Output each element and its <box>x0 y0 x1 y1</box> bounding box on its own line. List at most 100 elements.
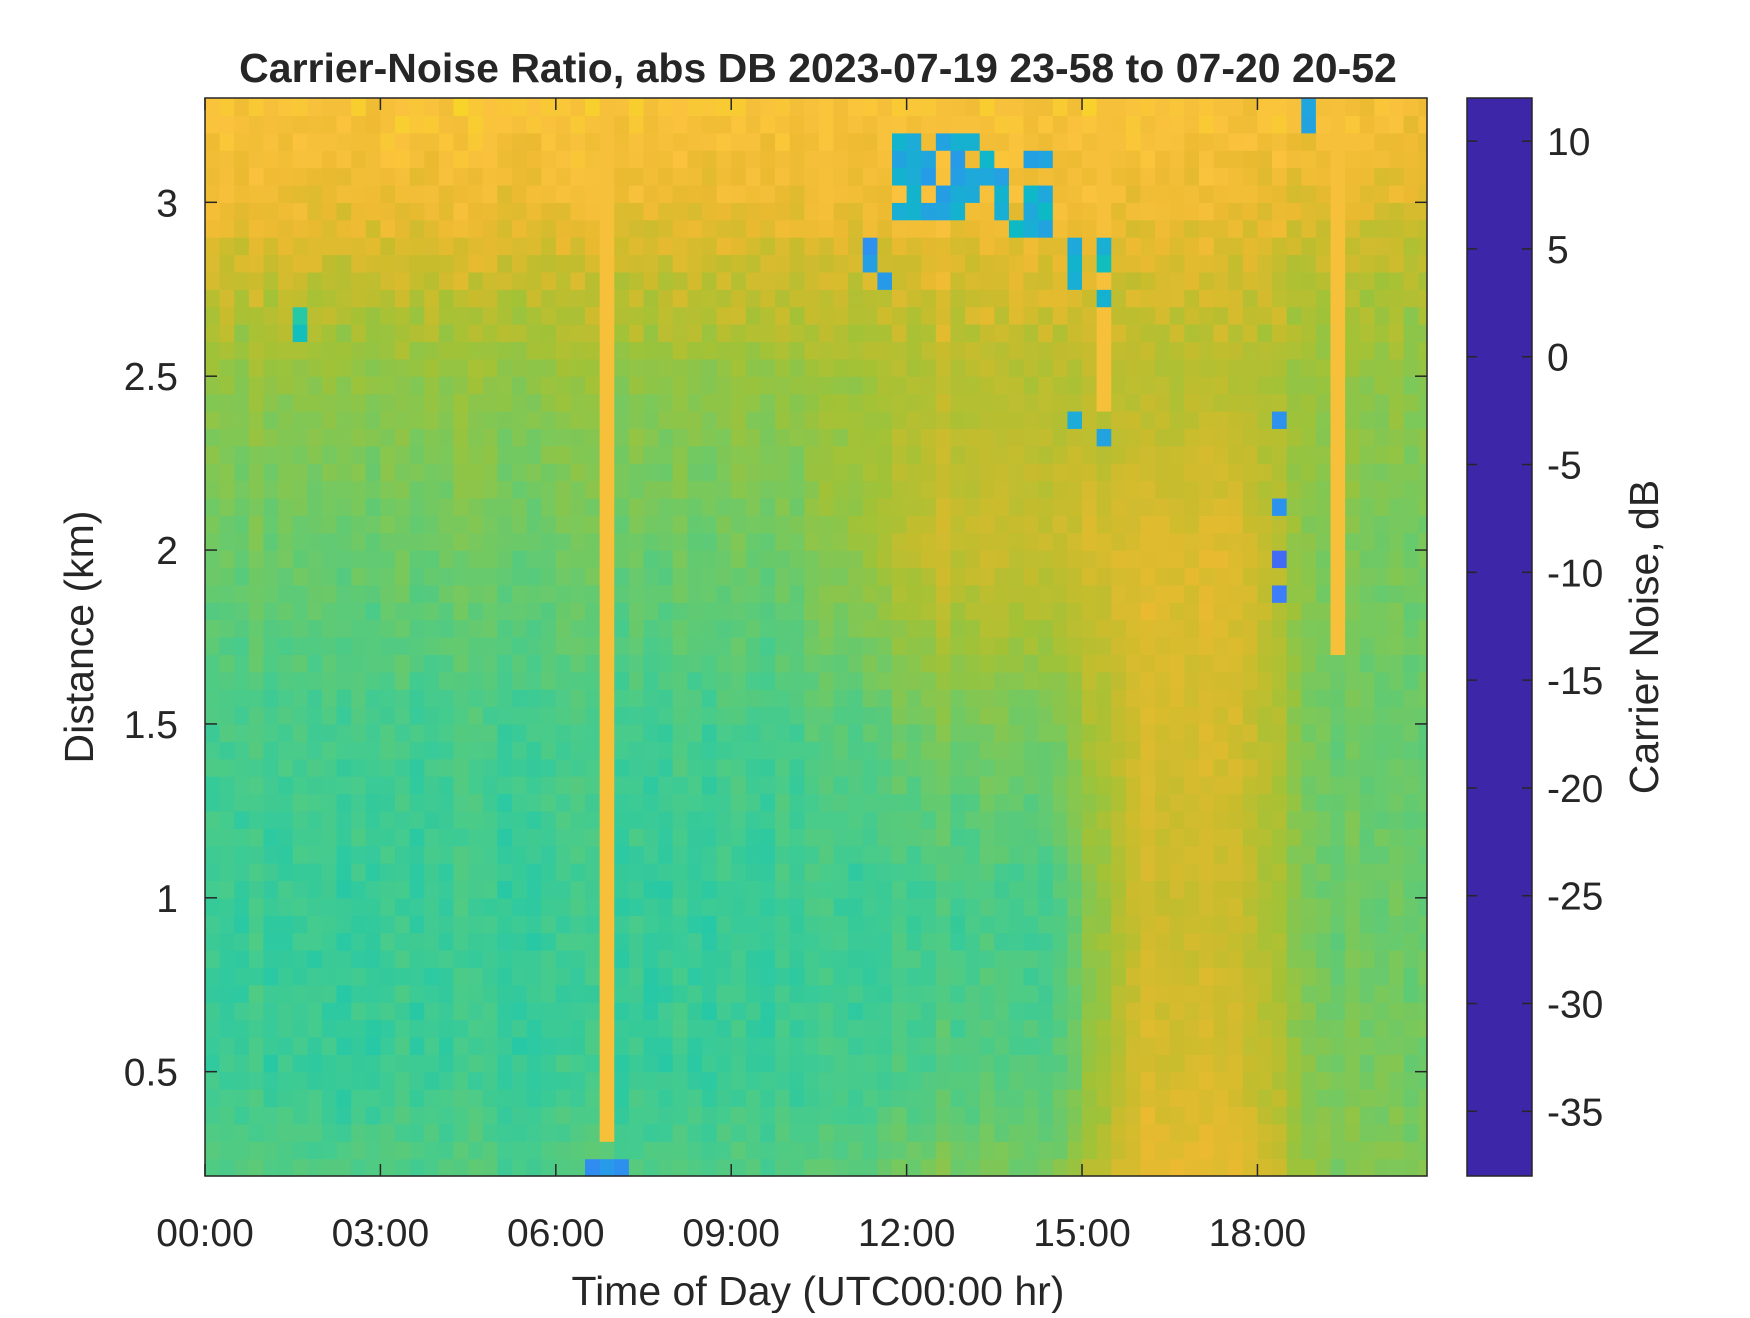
heatmap-cell <box>219 98 235 116</box>
heatmap-cell <box>687 967 703 986</box>
heatmap-cell <box>1052 532 1069 551</box>
heatmap-cell <box>1184 654 1200 673</box>
heatmap-cell <box>672 723 688 742</box>
heatmap-cell <box>1301 184 1317 203</box>
heatmap-cell <box>731 741 747 760</box>
heatmap-cell <box>965 410 981 429</box>
heatmap-cell <box>789 132 805 151</box>
heatmap-cell <box>395 306 411 325</box>
heatmap-cell <box>1257 324 1273 343</box>
heatmap-cell <box>1155 184 1171 203</box>
heatmap-cell <box>365 845 382 864</box>
heatmap-cell <box>497 393 513 412</box>
heatmap-cell <box>745 289 762 308</box>
heatmap-cell <box>818 1054 835 1073</box>
heatmap-cell <box>950 341 966 360</box>
heatmap-cell <box>1038 532 1054 551</box>
heatmap-cell <box>1155 567 1171 586</box>
heatmap-cell <box>292 497 308 516</box>
heatmap-cell <box>585 341 601 360</box>
heatmap-cell <box>438 480 455 499</box>
heatmap-cell <box>745 793 762 812</box>
heatmap-cell <box>892 202 908 221</box>
heatmap-cell <box>862 1054 878 1073</box>
heatmap-cell <box>321 602 338 621</box>
heatmap-cell <box>438 497 455 516</box>
heatmap-cell <box>1111 1019 1127 1038</box>
heatmap-cell <box>1155 967 1171 986</box>
heatmap-cell <box>658 671 674 690</box>
heatmap-cell <box>1008 428 1025 447</box>
heatmap-cell <box>1213 115 1229 134</box>
heatmap-cell <box>1213 1054 1229 1073</box>
heatmap-cell <box>219 410 235 429</box>
heatmap-cell <box>848 949 864 968</box>
heatmap-cell <box>862 984 878 1003</box>
heatmap-cell <box>1082 1123 1098 1142</box>
heatmap-cell <box>395 497 411 516</box>
heatmap-cell <box>658 393 674 412</box>
heatmap-cell <box>614 671 630 690</box>
heatmap-cell <box>1023 897 1039 916</box>
heatmap-cell <box>760 776 776 795</box>
heatmap-cell <box>701 1123 718 1142</box>
heatmap-cell <box>1213 689 1229 708</box>
heatmap-cell <box>1052 497 1069 516</box>
heatmap-cell <box>1140 1158 1156 1177</box>
heatmap-cell <box>570 671 586 690</box>
heatmap-cell <box>906 654 922 673</box>
heatmap-cell <box>570 497 586 516</box>
heatmap-cell <box>950 202 966 221</box>
heatmap-cell <box>862 845 878 864</box>
heatmap-cell <box>687 723 703 742</box>
heatmap-cell <box>1286 776 1302 795</box>
heatmap-cell <box>1111 845 1127 864</box>
heatmap-cell <box>511 863 528 882</box>
heatmap-cell <box>687 793 703 812</box>
heatmap-cell <box>1169 1141 1185 1160</box>
heatmap-cell <box>1125 637 1142 655</box>
heatmap-cell <box>468 184 484 203</box>
heatmap-cell <box>1213 428 1229 447</box>
heatmap-cell <box>1242 445 1259 464</box>
heatmap-cell <box>599 532 615 551</box>
heatmap-cell <box>351 115 367 134</box>
heatmap-cell <box>307 271 323 290</box>
heatmap-cell <box>1023 358 1039 377</box>
heatmap-cell <box>1213 1106 1229 1125</box>
heatmap-cell <box>1345 776 1361 795</box>
heatmap-cell <box>1257 1123 1273 1142</box>
heatmap-cell <box>365 723 382 742</box>
heatmap-cell <box>614 845 630 864</box>
heatmap-cell <box>1228 202 1244 221</box>
heatmap-cell <box>833 741 849 760</box>
heatmap-cell <box>307 428 323 447</box>
heatmap-cell <box>1242 497 1259 516</box>
heatmap-cell <box>628 480 645 499</box>
heatmap-cell <box>628 1106 645 1125</box>
heatmap-cell <box>1169 758 1185 777</box>
heatmap-cell <box>1198 480 1215 499</box>
heatmap-cell <box>994 532 1010 551</box>
heatmap-cell <box>570 567 586 586</box>
heatmap-cell <box>687 654 703 673</box>
heatmap-cell <box>1125 132 1142 151</box>
heatmap-cell <box>219 897 235 916</box>
heatmap-cell <box>1286 1106 1302 1125</box>
heatmap-cell <box>570 306 586 325</box>
heatmap-cell <box>497 306 513 325</box>
heatmap-cell <box>424 637 440 655</box>
heatmap-cell <box>672 271 688 290</box>
heatmap-cell <box>833 619 849 638</box>
heatmap-cell <box>380 863 396 882</box>
heatmap-cell <box>628 132 645 151</box>
heatmap-cell <box>1067 219 1083 238</box>
heatmap-cell <box>511 237 528 256</box>
heatmap-cell <box>833 828 849 847</box>
heatmap-cell <box>1096 393 1112 412</box>
heatmap-cell <box>1125 98 1142 116</box>
heatmap-cell <box>716 1123 732 1142</box>
heatmap-cell <box>848 1089 864 1108</box>
heatmap-cell <box>307 915 323 934</box>
heatmap-cell <box>1052 271 1069 290</box>
